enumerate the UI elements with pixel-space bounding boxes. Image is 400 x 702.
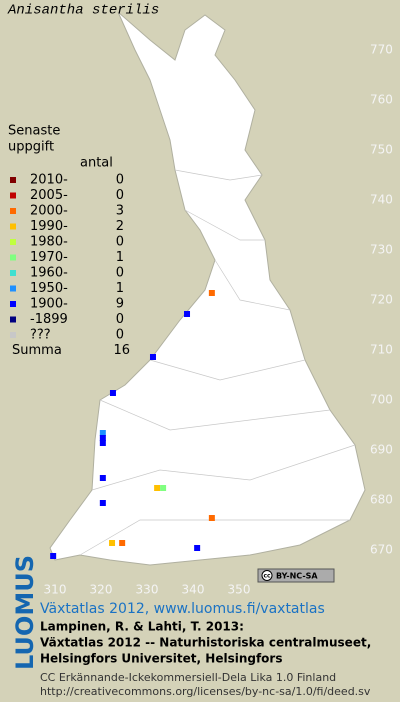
legend-count-label: antal xyxy=(80,156,113,171)
legend-label: 2000- xyxy=(30,204,68,219)
license-badge: cc BY-NC-SA xyxy=(257,568,335,583)
legend-heading: uppgift xyxy=(8,140,54,155)
occurrence-dot xyxy=(99,435,106,441)
legend-count: 1 xyxy=(116,250,124,265)
legend-total-label: Summa xyxy=(12,343,62,358)
legend-count: 9 xyxy=(116,297,124,312)
legend-swatch xyxy=(10,192,16,199)
badge-icon-circle xyxy=(261,570,273,581)
legend-count: 0 xyxy=(116,328,124,343)
occurrence-dot xyxy=(99,500,106,506)
y-grid-label: 770 xyxy=(370,43,393,57)
occurrence-dot xyxy=(109,390,116,396)
y-grid-label: 670 xyxy=(370,543,393,557)
legend-label: ??? xyxy=(30,328,51,343)
occurrence-dot xyxy=(149,354,156,360)
legend-swatch xyxy=(10,208,16,214)
occurrence-dot xyxy=(184,311,191,317)
x-grid-label: 340 xyxy=(182,583,205,597)
license: CC Erkännande-Ickekommersiell-Dela Lika … xyxy=(40,671,336,684)
legend-swatch xyxy=(10,239,16,245)
legend-label: -1899 xyxy=(30,312,68,327)
legend-swatch xyxy=(10,301,16,307)
x-grid-label: 330 xyxy=(136,583,159,597)
legend-count: 3 xyxy=(116,204,124,219)
legend-count: 0 xyxy=(116,235,124,250)
legend-label: 2005- xyxy=(30,188,68,203)
legend-count: 0 xyxy=(116,188,124,203)
occurrence-dot xyxy=(50,553,57,559)
occurrence-dot xyxy=(119,540,126,546)
y-grid-label: 730 xyxy=(370,243,393,257)
occurrence-dot xyxy=(160,485,167,491)
link[interactable]: Växtatlas 2012, www.luomus.fi/vaxtatlas xyxy=(40,601,325,617)
badge-icon: cc xyxy=(263,573,271,580)
x-grid-label: 310 xyxy=(44,583,67,597)
citation: Växtatlas 2012 -- Naturhistoriska centra… xyxy=(40,636,371,650)
license-url[interactable]: http://creativecommons.org/licenses/by-n… xyxy=(40,685,371,698)
y-grid-label: 760 xyxy=(370,93,393,107)
x-grid-label: 350 xyxy=(228,583,251,597)
legend-label: 2010- xyxy=(30,173,68,188)
legend-swatch xyxy=(10,254,16,261)
y-grid-label: 710 xyxy=(370,343,393,357)
legend-swatch xyxy=(10,285,16,292)
occurrence-dot xyxy=(154,485,161,491)
legend-total: 16 xyxy=(113,343,130,358)
title: Anisantha sterilis xyxy=(7,3,159,19)
legend-count: 0 xyxy=(116,312,124,327)
y-grid-label: 690 xyxy=(370,443,393,457)
badge-text: BY-NC-SA xyxy=(276,572,318,581)
legend-count: 0 xyxy=(116,266,124,281)
badge-frame xyxy=(257,568,335,583)
legend-label: 1970- xyxy=(30,250,68,265)
legend-label: 1900- xyxy=(30,297,68,312)
occurrence-dot xyxy=(109,540,116,546)
occurrence-dot xyxy=(194,545,201,551)
occurrence-dot xyxy=(99,430,106,436)
legend-swatch xyxy=(10,223,16,230)
legend-count: 2 xyxy=(116,219,124,234)
legend-swatch xyxy=(10,316,16,323)
citation: Helsingfors Universitet, Helsingfors xyxy=(40,652,282,666)
legend-heading: Senaste xyxy=(8,124,60,139)
legend-swatch xyxy=(10,177,16,183)
legend-label: 1960- xyxy=(30,266,68,281)
region-borders xyxy=(79,169,356,556)
citation: Lampinen, R. & Lahti, T. 2013: xyxy=(40,620,244,634)
legend-label: 1990- xyxy=(30,219,68,234)
finland-outline xyxy=(49,11,366,566)
legend-swatch xyxy=(10,332,16,338)
occurrence-dot xyxy=(99,475,106,481)
y-grid-label: 680 xyxy=(370,493,393,507)
occurrence-dot xyxy=(208,515,215,521)
y-grid-label: 750 xyxy=(370,143,393,157)
occurrence-dot xyxy=(99,440,106,446)
legend-count: 0 xyxy=(116,173,124,188)
x-grid-label: 320 xyxy=(90,583,113,597)
y-grid-label: 720 xyxy=(370,293,393,307)
y-grid-label: 700 xyxy=(370,393,393,407)
logo: LUOMUS xyxy=(11,555,39,670)
legend-count: 1 xyxy=(116,281,124,296)
legend-label: 1980- xyxy=(30,235,68,250)
occurrence-dot xyxy=(208,290,215,296)
legend-label: 1950- xyxy=(30,281,68,296)
y-grid-label: 740 xyxy=(370,193,393,207)
legend-swatch xyxy=(10,270,16,276)
